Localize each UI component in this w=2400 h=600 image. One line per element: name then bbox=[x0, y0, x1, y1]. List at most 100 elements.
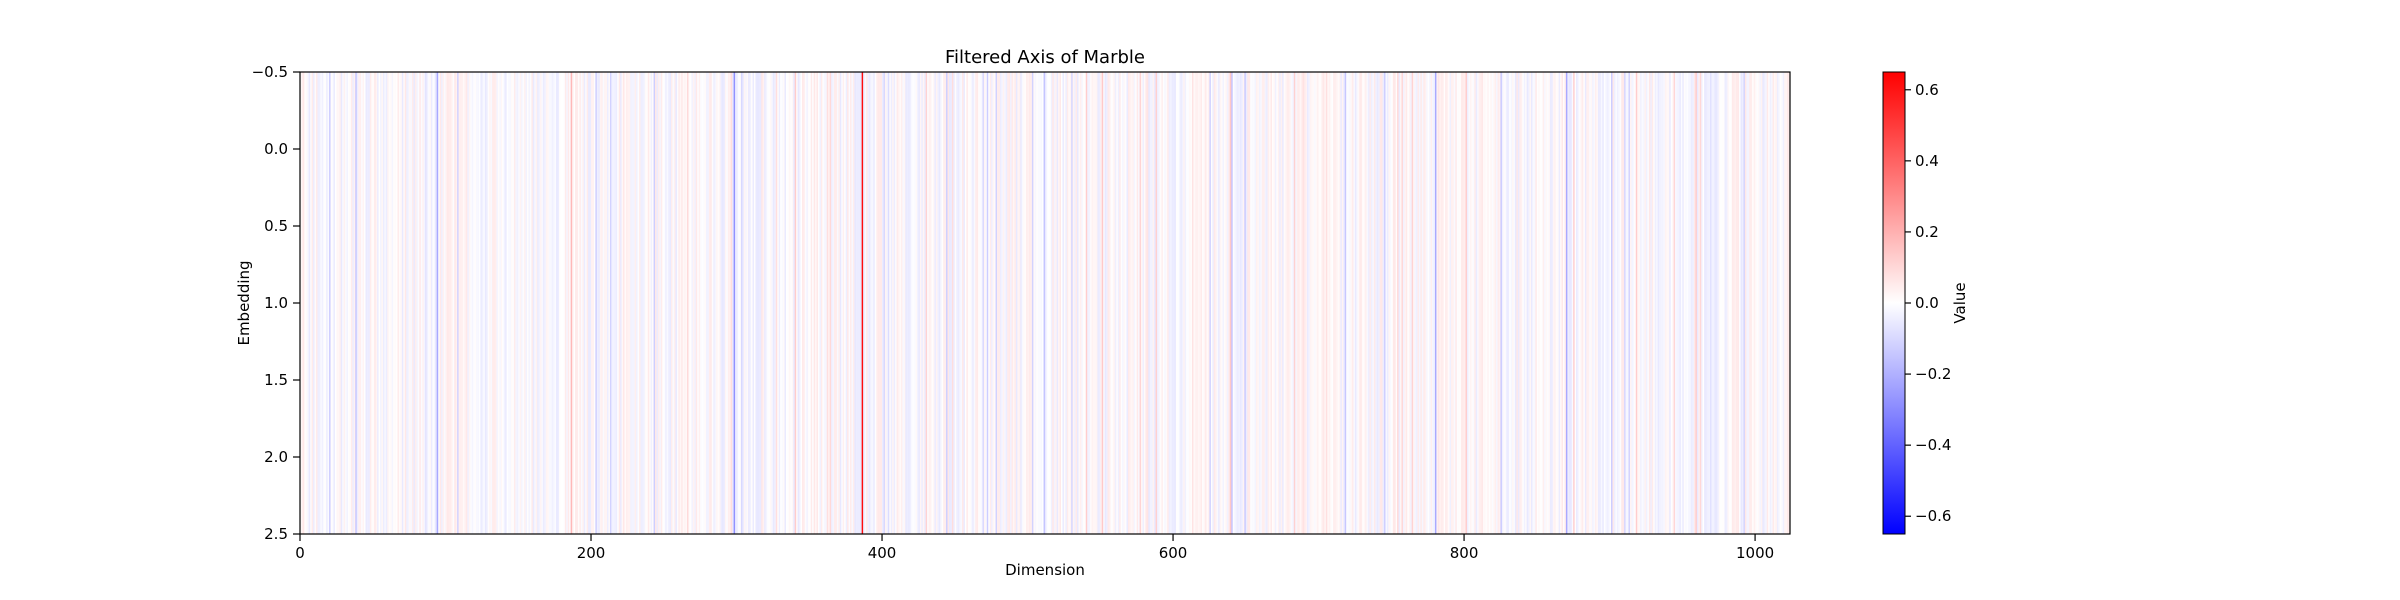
heatmap-column bbox=[1733, 72, 1736, 534]
heatmap-column bbox=[369, 72, 372, 534]
heatmap-column bbox=[515, 72, 518, 534]
heatmap-column bbox=[596, 72, 599, 534]
heatmap-column bbox=[739, 72, 742, 534]
heatmap-column bbox=[1205, 72, 1207, 534]
heatmap-column bbox=[531, 72, 534, 534]
heatmap-column bbox=[348, 72, 350, 534]
heatmap-column bbox=[1248, 72, 1251, 534]
heatmap-column bbox=[460, 72, 462, 534]
heatmap-column bbox=[487, 72, 490, 534]
heatmap-column bbox=[572, 72, 574, 534]
heatmap-column bbox=[473, 72, 475, 534]
heatmap-column bbox=[1734, 72, 1737, 534]
heatmap-column bbox=[810, 72, 813, 534]
heatmap-column bbox=[1504, 72, 1507, 534]
heatmap-column bbox=[1152, 72, 1155, 534]
heatmap-column bbox=[588, 72, 590, 534]
heatmap-column bbox=[1731, 72, 1734, 534]
heatmap-column bbox=[1474, 72, 1477, 534]
heatmap-column bbox=[1637, 72, 1639, 534]
heatmap-column bbox=[614, 72, 617, 534]
heatmap-column bbox=[851, 72, 854, 534]
heatmap-column bbox=[1785, 72, 1788, 534]
heatmap-column bbox=[378, 72, 381, 534]
heatmap-column bbox=[1712, 72, 1715, 534]
heatmap-column bbox=[887, 72, 890, 534]
heatmap-column bbox=[964, 72, 967, 534]
heatmap-column bbox=[720, 72, 723, 534]
heatmap-column bbox=[1672, 72, 1674, 534]
heatmap-column bbox=[353, 72, 356, 534]
heatmap-column bbox=[1404, 72, 1407, 534]
heatmap-column bbox=[759, 72, 762, 534]
heatmap-column bbox=[758, 72, 761, 534]
heatmap-column bbox=[1254, 72, 1257, 534]
heatmap-column bbox=[1778, 72, 1781, 534]
heatmap-column bbox=[508, 72, 510, 534]
heatmap-column bbox=[1485, 72, 1488, 534]
heatmap-column bbox=[1481, 72, 1484, 534]
heatmap-column bbox=[1135, 72, 1137, 534]
heatmap-column bbox=[1576, 72, 1578, 534]
heatmap-column bbox=[1465, 72, 1468, 534]
heatmap-column bbox=[912, 72, 915, 534]
heatmap-column bbox=[1177, 72, 1180, 534]
heatmap-column bbox=[1586, 72, 1589, 534]
heatmap-column bbox=[1574, 72, 1577, 534]
heatmap-column bbox=[1242, 72, 1245, 534]
heatmap-column bbox=[1161, 72, 1164, 534]
heatmap-column bbox=[602, 72, 605, 534]
heatmap-column bbox=[1466, 72, 1469, 534]
heatmap-column bbox=[781, 72, 784, 534]
heatmap-column bbox=[1436, 72, 1439, 534]
heatmap-column bbox=[1547, 72, 1549, 534]
heatmap-column bbox=[831, 72, 833, 534]
heatmap-column bbox=[580, 72, 583, 534]
heatmap-column bbox=[1723, 72, 1725, 534]
heatmap-column bbox=[1625, 72, 1628, 534]
heatmap-column bbox=[876, 72, 878, 534]
heatmap-column bbox=[1711, 72, 1714, 534]
x-tick-label: 400 bbox=[868, 544, 897, 562]
heatmap-column bbox=[1685, 72, 1687, 534]
heatmap-column bbox=[925, 72, 928, 534]
heatmap-column bbox=[1369, 72, 1372, 534]
heatmap-column bbox=[1132, 72, 1135, 534]
heatmap-column bbox=[1512, 72, 1514, 534]
heatmap-column bbox=[1424, 72, 1427, 534]
heatmap-column bbox=[694, 72, 697, 534]
heatmap-column bbox=[1079, 72, 1082, 534]
heatmap-column bbox=[983, 72, 986, 534]
heatmap-column bbox=[1159, 72, 1162, 534]
heatmap-column bbox=[665, 72, 667, 534]
heatmap-column bbox=[743, 72, 746, 534]
heatmap-column bbox=[1257, 72, 1260, 534]
heatmap-column bbox=[745, 72, 748, 534]
heatmap-column bbox=[880, 72, 883, 534]
heatmap-column bbox=[682, 72, 685, 534]
heatmap-column bbox=[1475, 72, 1478, 534]
heatmap-column bbox=[787, 72, 790, 534]
heatmap-column bbox=[468, 72, 471, 534]
y-tick-label: 1.5 bbox=[264, 371, 288, 389]
heatmap-column bbox=[858, 72, 861, 534]
heatmap-column bbox=[1448, 72, 1450, 534]
heatmap-column bbox=[1759, 72, 1762, 534]
heatmap-column bbox=[623, 72, 625, 534]
heatmap-column bbox=[1755, 72, 1757, 534]
heatmap-column bbox=[1066, 72, 1069, 534]
heatmap-column bbox=[788, 72, 791, 534]
heatmap-column bbox=[960, 72, 963, 534]
heatmap-column bbox=[1193, 72, 1196, 534]
heatmap-column bbox=[419, 72, 422, 534]
heatmap-column bbox=[1565, 72, 1568, 534]
heatmap-column bbox=[1385, 72, 1388, 534]
heatmap-column bbox=[1407, 72, 1410, 534]
heatmap-column bbox=[1232, 72, 1235, 534]
heatmap-column bbox=[1605, 72, 1607, 534]
heatmap-column bbox=[1004, 72, 1007, 534]
heatmap-column bbox=[1158, 72, 1161, 534]
heatmap-column bbox=[799, 72, 801, 534]
heatmap-column bbox=[1414, 72, 1417, 534]
heatmap-column bbox=[1095, 72, 1098, 534]
